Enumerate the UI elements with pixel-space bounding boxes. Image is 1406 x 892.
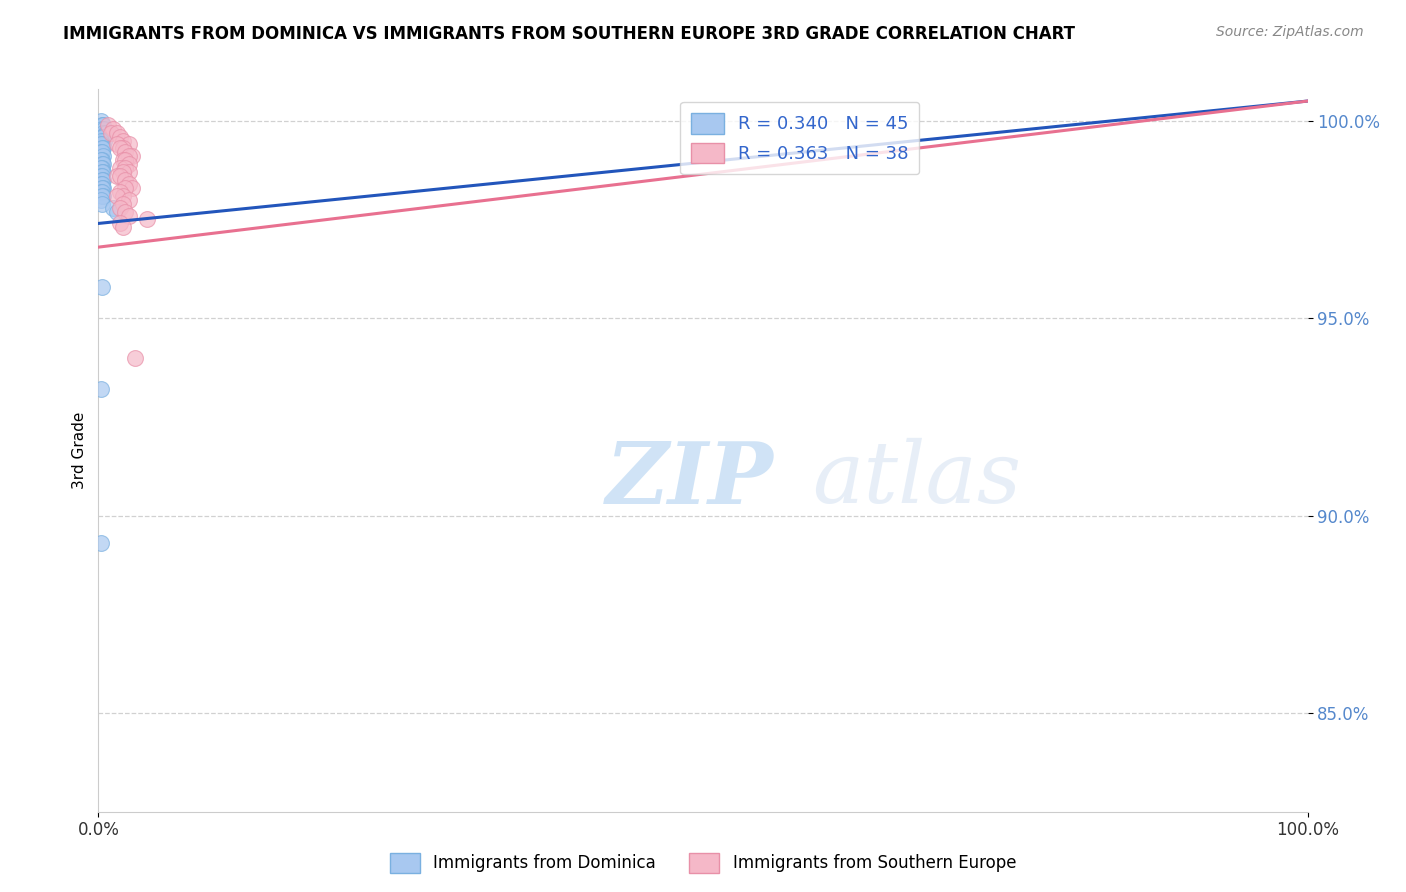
Y-axis label: 3rd Grade: 3rd Grade [72, 412, 87, 489]
Point [91, 157, 114, 171]
Text: IMMIGRANTS FROM DOMINICA VS IMMIGRANTS FROM SOUTHERN EUROPE 3RD GRADE CORRELATIO: IMMIGRANTS FROM DOMINICA VS IMMIGRANTS F… [63, 25, 1076, 43]
Point [105, 126, 128, 140]
Point [105, 169, 128, 183]
Point [114, 161, 136, 176]
Point [108, 169, 131, 183]
Point [90, 536, 112, 550]
Legend: R = 0.340   N = 45, R = 0.363   N = 38: R = 0.340 N = 45, R = 0.363 N = 38 [681, 102, 920, 174]
Point [91, 121, 114, 136]
Point [108, 161, 131, 176]
Point [118, 137, 141, 152]
Point [111, 134, 134, 148]
Point [93, 121, 115, 136]
Point [111, 153, 134, 168]
Point [91, 145, 114, 160]
Point [91, 185, 114, 199]
Point [90, 134, 112, 148]
Point [105, 137, 128, 152]
Point [118, 209, 141, 223]
Point [90, 161, 112, 176]
Text: ZIP: ZIP [606, 438, 775, 521]
Point [91, 165, 114, 179]
Point [101, 201, 124, 215]
Point [91, 173, 114, 187]
Point [135, 212, 157, 227]
Point [91, 141, 114, 155]
Point [97, 118, 120, 132]
Text: Source: ZipAtlas.com: Source: ZipAtlas.com [1216, 25, 1364, 39]
Point [121, 149, 143, 163]
Point [90, 113, 112, 128]
Point [114, 153, 136, 168]
Point [114, 145, 136, 160]
Point [91, 181, 114, 195]
Point [108, 201, 131, 215]
Point [91, 177, 114, 191]
Point [90, 193, 112, 207]
Point [91, 173, 114, 187]
Point [91, 165, 114, 179]
Point [91, 141, 114, 155]
Point [100, 126, 122, 140]
Point [101, 121, 124, 136]
Legend: Immigrants from Dominica, Immigrants from Southern Europe: Immigrants from Dominica, Immigrants fro… [384, 847, 1022, 880]
Point [90, 137, 112, 152]
Point [93, 134, 115, 148]
Point [114, 204, 136, 219]
Point [105, 189, 128, 203]
Point [90, 153, 112, 168]
Point [118, 177, 141, 191]
Point [91, 129, 114, 144]
Point [108, 141, 131, 155]
Point [91, 153, 114, 168]
Point [121, 181, 143, 195]
Point [91, 149, 114, 163]
Point [94, 126, 117, 140]
Point [108, 185, 131, 199]
Point [111, 141, 134, 155]
Point [91, 118, 114, 132]
Point [114, 181, 136, 195]
Point [124, 351, 146, 365]
Point [90, 145, 112, 160]
Point [91, 189, 114, 203]
Point [114, 173, 136, 187]
Point [111, 189, 134, 203]
Text: atlas: atlas [811, 438, 1021, 521]
Point [91, 189, 114, 203]
Point [111, 196, 134, 211]
Point [105, 204, 128, 219]
Point [91, 181, 114, 195]
Point [111, 220, 134, 235]
Point [118, 157, 141, 171]
Point [90, 169, 112, 183]
Point [111, 165, 134, 179]
Point [108, 216, 131, 230]
Point [91, 137, 114, 152]
Point [91, 126, 114, 140]
Point [118, 193, 141, 207]
Point [90, 382, 112, 396]
Point [118, 165, 141, 179]
Point [90, 185, 112, 199]
Point [91, 157, 114, 171]
Point [108, 129, 131, 144]
Point [118, 149, 141, 163]
Point [91, 129, 114, 144]
Point [91, 169, 114, 183]
Point [91, 118, 114, 132]
Point [90, 177, 112, 191]
Point [91, 161, 114, 176]
Point [91, 279, 114, 293]
Point [91, 196, 114, 211]
